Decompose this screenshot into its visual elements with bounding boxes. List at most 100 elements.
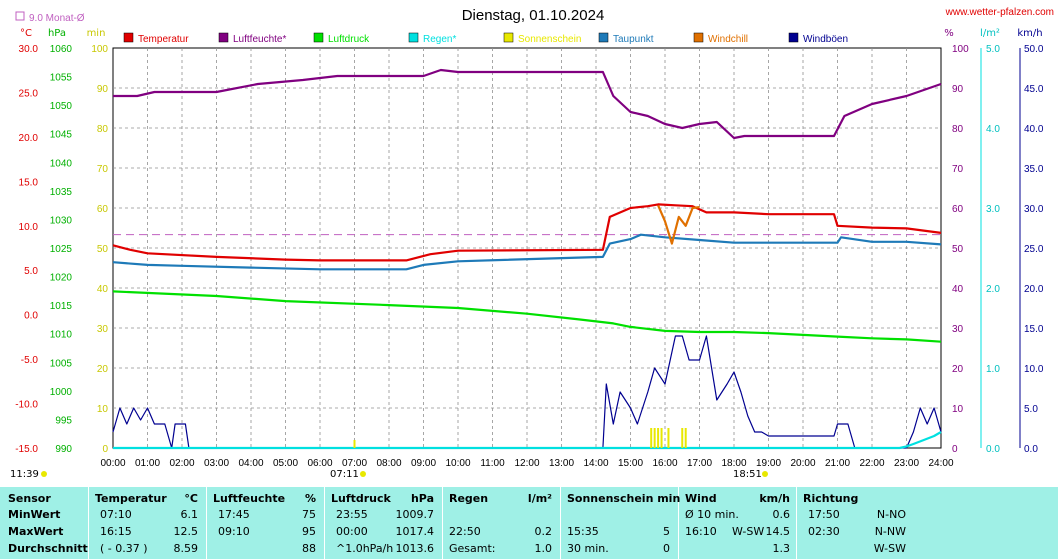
pressure-value: 1009.7 [395,508,435,521]
wind-value: 0.6 [772,508,791,521]
legend-label: Luftfeuchte* [233,34,286,45]
tick-label-kmh: 15.0 [1024,324,1044,335]
tick-label-min: 40 [97,284,109,295]
axes: 30.0 25.0 20.0 15.0 10.0 5.0 0.0 -5.0 -10.0 -15.0… [15,44,1044,469]
humidity-time: 09:10 [218,525,250,538]
rain-value: 0.2 [534,525,553,538]
tick-label-lm2: 0.0 [986,444,1000,455]
sun-time: 30 min. [567,542,609,555]
tick-label-time: 17:00 [687,458,712,469]
tick-label-percent: 30 [952,324,964,335]
series-sonnenschein-bar [657,428,660,448]
tick-label-hpa: 1020 [50,273,73,284]
unit-hpa: hPa [48,28,66,39]
pressure-time: 00:00 [336,525,368,538]
tick-label-min: 70 [97,164,109,175]
tick-label-time: 06:00 [307,458,332,469]
tick-label-time: 16:00 [652,458,677,469]
series-windben-line [112,335,942,449]
tick-label-percent: 40 [952,284,964,295]
tick-label-time: 23:00 [894,458,919,469]
direction-value: N-NO [876,508,906,521]
series-sonnenschein-bar [353,440,356,448]
tick-label-time: 02:00 [169,458,194,469]
tick-label-kmh: 30.0 [1024,204,1044,215]
tick-label-hpa: 1010 [50,330,73,341]
tick-label-percent: 60 [952,204,964,215]
legend-label: Temperatur [138,34,189,45]
tick-label-time: 10:00 [445,458,470,469]
tick-label-celsius: -5.0 [21,355,39,366]
row-label: Durchschnitt [8,542,88,555]
header-luftdruck: Luftdruck [331,492,391,505]
sun-time: 15:35 [567,525,599,538]
tick-label-time: 13:00 [549,458,574,469]
header-regen: Regen [449,492,489,505]
tick-label-time: 24:00 [928,458,953,469]
pressure-value: 1017.4 [395,525,435,538]
header-temperatur: Temperatur [95,492,167,505]
tick-label-lm2: 2.0 [986,284,1000,295]
plot-area [112,68,942,450]
tick-label-hpa: 1050 [50,101,73,112]
tick-label-time: 20:00 [790,458,815,469]
tick-label-percent: 90 [952,84,964,95]
sunrise-label: 07:11 [330,469,359,480]
series-sonnenschein-bar [653,428,656,448]
temp-value: 12.5 [173,525,199,538]
tick-label-lm2: 3.0 [986,204,1000,215]
tick-label-lm2: 4.0 [986,124,1000,135]
tick-label-percent: 10 [952,404,964,415]
tick-label-time: 08:00 [376,458,401,469]
tick-label-percent: 20 [952,364,964,375]
header-sensor: Sensor [8,492,51,505]
sun-icon [41,471,47,477]
unit-percent: % [944,28,954,39]
website-link[interactable]: www.wetter-pfalzen.com [945,7,1054,18]
pressure-time: ^1.0hPa/h [336,542,394,555]
series-luftdruck-line [112,290,942,343]
table-divider [796,487,797,559]
tick-label-min: 0 [102,444,108,455]
tick-label-kmh: 5.0 [1024,404,1038,415]
temp-value: 6.1 [180,508,199,521]
direction-time: 02:30 [808,525,840,538]
tick-label-kmh: 10.0 [1024,364,1044,375]
tick-label-hpa: 1015 [50,301,73,312]
pressure-time: 23:55 [336,508,368,521]
header-regen-unit: l/m² [527,492,552,505]
sunrise-icon [360,471,366,477]
tick-label-time: 04:00 [238,458,263,469]
tick-label-hpa: 1030 [50,215,73,226]
legend-swatch [693,32,704,43]
tick-label-percent: 80 [952,124,964,135]
tick-label-lm2: 5.0 [986,44,1000,55]
time-start-label: 11:39 [10,469,39,480]
header-richtung: Richtung [803,492,859,505]
legend-swatch [788,32,799,43]
tick-label-celsius: 30.0 [19,44,39,55]
rain-time: 22:50 [449,525,481,538]
tick-label-kmh: 0.0 [1024,444,1038,455]
temp-time: 16:15 [100,525,132,538]
tick-label-celsius: 0.0 [24,311,38,322]
tick-label-hpa: 1055 [50,73,73,84]
tick-label-time: 12:00 [514,458,539,469]
tick-label-hpa: 990 [55,444,72,455]
tick-label-kmh: 50.0 [1024,44,1044,55]
table-divider [88,487,89,559]
tick-label-hpa: 1045 [50,130,73,141]
sunset-icon [762,471,768,477]
direction-value: N-NW [874,525,906,538]
legend-swatch [123,32,134,43]
legend-swatch [408,32,419,43]
table-divider [560,487,561,559]
monthly-avg-marker [15,11,25,21]
row-label: MinWert [8,508,61,521]
tick-label-hpa: 1000 [50,387,73,398]
wind-label: 16:10 [685,525,717,538]
tick-label-percent: 50 [952,244,964,255]
temp-time: ( - 0.37 ) [100,542,148,555]
tick-label-kmh: 40.0 [1024,124,1044,135]
legend-label: Sonnenschein [518,34,581,45]
